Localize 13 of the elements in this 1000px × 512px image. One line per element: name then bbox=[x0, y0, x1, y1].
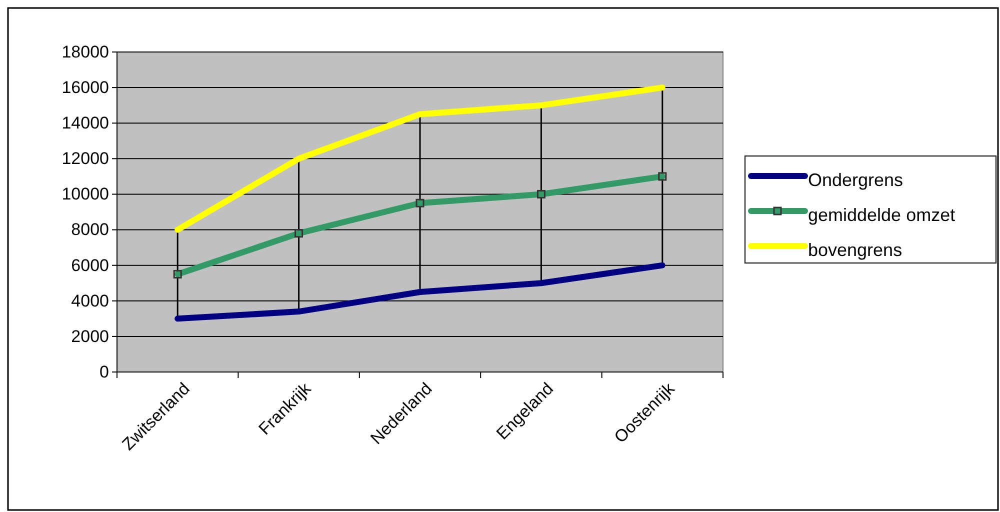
y-tick-label: 10000 bbox=[62, 184, 109, 204]
y-tick-label: 8000 bbox=[71, 220, 109, 240]
y-tick-label: 16000 bbox=[62, 78, 109, 97]
legend-label: gemiddelde omzet bbox=[808, 205, 956, 225]
y-tick-label: 6000 bbox=[71, 256, 109, 275]
legend-label: Ondergrens bbox=[808, 170, 904, 190]
legend-label: bovengrens bbox=[808, 240, 902, 260]
y-tick-label: 14000 bbox=[62, 114, 109, 133]
y-tick-label: 0 bbox=[100, 362, 109, 382]
y-tick-label: 12000 bbox=[62, 149, 109, 168]
y-tick-label: 18000 bbox=[62, 42, 109, 62]
y-tick-label: 4000 bbox=[71, 291, 109, 310]
y-tick-label: 2000 bbox=[71, 326, 109, 346]
